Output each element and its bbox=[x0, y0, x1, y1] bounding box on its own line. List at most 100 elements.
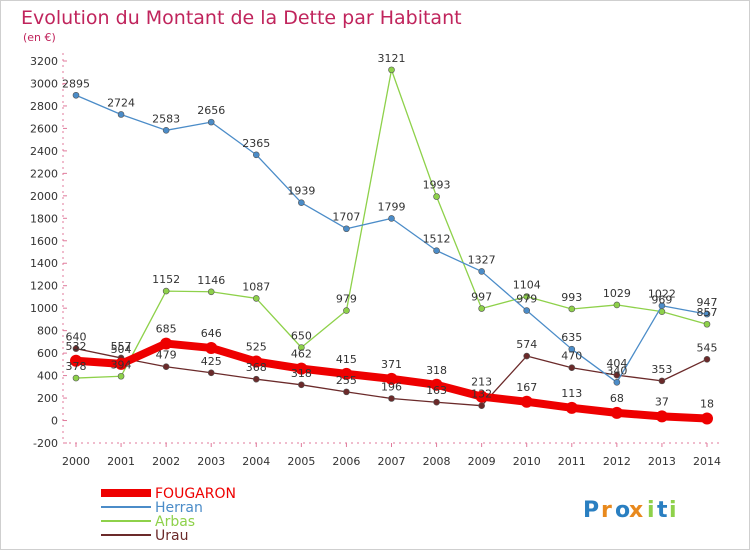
x-tick-label: 2011 bbox=[558, 455, 586, 468]
y-tick-label: 1000 bbox=[30, 302, 58, 315]
data-point-herran bbox=[117, 111, 125, 118]
x-tick-label: 2002 bbox=[152, 455, 180, 468]
y-tick-label: -200 bbox=[33, 437, 58, 450]
data-point-fougaron bbox=[430, 378, 443, 391]
data-point-herran bbox=[343, 225, 350, 233]
y-tick-label: 3000 bbox=[30, 77, 58, 90]
data-label-herran: 1022 bbox=[648, 288, 676, 301]
y-tick-label: 2200 bbox=[30, 167, 58, 180]
y-tick-label: 200 bbox=[37, 392, 58, 405]
data-point-urau bbox=[72, 345, 80, 352]
x-tick-label: 2003 bbox=[197, 455, 225, 468]
data-label-arbas: 1029 bbox=[603, 287, 631, 300]
x-tick-label: 2012 bbox=[603, 455, 631, 468]
data-label-arbas: 1146 bbox=[197, 274, 225, 287]
data-label-urau: 368 bbox=[246, 361, 267, 374]
data-point-fougaron bbox=[475, 390, 488, 403]
y-tick-label: 1600 bbox=[30, 235, 58, 248]
y-tick-label: 0 bbox=[51, 415, 58, 428]
data-label-fougaron: 318 bbox=[426, 364, 447, 377]
data-label-herran: 1939 bbox=[287, 185, 315, 198]
data-point-urau bbox=[298, 381, 305, 389]
data-point-herran bbox=[388, 215, 395, 222]
data-point-herran bbox=[613, 379, 621, 386]
data-label-herran: 635 bbox=[561, 331, 582, 344]
data-point-urau bbox=[613, 371, 621, 379]
data-label-urau: 425 bbox=[201, 355, 222, 368]
data-label-urau: 557 bbox=[111, 340, 132, 353]
data-point-herran bbox=[72, 91, 80, 99]
data-point-urau bbox=[252, 375, 260, 383]
data-point-urau bbox=[433, 398, 440, 406]
data-label-arbas: 650 bbox=[291, 330, 312, 343]
data-point-arbas bbox=[523, 293, 531, 300]
data-label-fougaron: 68 bbox=[610, 392, 624, 405]
x-tick-label: 2001 bbox=[107, 455, 135, 468]
x-tick-label: 2007 bbox=[378, 455, 406, 468]
data-label-urau: 163 bbox=[426, 384, 447, 397]
x-tick-label: 2008 bbox=[423, 455, 451, 468]
data-point-urau bbox=[523, 352, 531, 360]
data-point-urau bbox=[388, 395, 395, 402]
data-point-urau bbox=[162, 363, 170, 371]
data-label-urau: 255 bbox=[336, 374, 357, 387]
data-label-fougaron: 415 bbox=[336, 353, 357, 366]
data-point-fougaron bbox=[520, 395, 533, 408]
legend-label-arbas: Arbas bbox=[155, 514, 195, 530]
brand-letter: P bbox=[583, 498, 599, 523]
data-label-urau: 318 bbox=[291, 367, 312, 380]
data-label-urau: 640 bbox=[66, 331, 87, 344]
y-tick-label: 2800 bbox=[30, 100, 58, 113]
brand-letter: r bbox=[601, 498, 612, 523]
data-point-fougaron bbox=[340, 367, 353, 380]
x-tick-label: 2009 bbox=[468, 455, 496, 468]
data-label-herran: 2365 bbox=[242, 137, 270, 150]
data-point-herran bbox=[568, 345, 576, 353]
x-tick-label: 2013 bbox=[648, 455, 676, 468]
data-label-fougaron: 113 bbox=[561, 387, 582, 400]
data-label-urau: 353 bbox=[651, 363, 672, 376]
y-tick-label: 2000 bbox=[30, 190, 58, 203]
y-tick-label: 600 bbox=[37, 347, 58, 360]
y-tick-label: 1800 bbox=[30, 212, 58, 225]
data-point-herran bbox=[433, 247, 440, 254]
data-point-fougaron bbox=[701, 412, 713, 425]
data-point-arbas bbox=[568, 305, 576, 313]
data-point-urau bbox=[343, 388, 350, 396]
data-point-arbas bbox=[117, 372, 125, 380]
data-label-arbas: 969 bbox=[651, 294, 672, 307]
data-label-arbas: 857 bbox=[697, 306, 718, 319]
data-label-herran: 1799 bbox=[378, 200, 406, 213]
data-label-arbas: 1104 bbox=[513, 278, 541, 291]
x-tick-label: 2014 bbox=[693, 455, 721, 468]
data-label-herran: 1327 bbox=[468, 253, 496, 266]
data-label-herran: 2895 bbox=[62, 77, 90, 90]
data-point-herran bbox=[658, 302, 666, 310]
data-label-arbas: 1152 bbox=[152, 273, 180, 286]
data-point-herran bbox=[252, 151, 260, 159]
data-label-fougaron: 504 bbox=[111, 343, 132, 356]
data-point-urau bbox=[478, 402, 485, 409]
legend-label-urau: Urau bbox=[155, 528, 188, 544]
data-label-arbas: 993 bbox=[561, 291, 582, 304]
data-point-herran bbox=[478, 268, 485, 275]
data-label-herran: 1707 bbox=[332, 211, 360, 224]
data-label-urau: 574 bbox=[516, 338, 537, 351]
data-point-fougaron bbox=[250, 355, 263, 368]
data-point-arbas bbox=[433, 193, 440, 200]
chart-subtitle: (en €) bbox=[23, 31, 56, 44]
x-tick-label: 2000 bbox=[62, 455, 90, 468]
x-tick-label: 2006 bbox=[332, 455, 360, 468]
brand-letter: i bbox=[669, 498, 677, 523]
chart-title: Evolution du Montant de la Dette par Hab… bbox=[21, 7, 462, 29]
data-label-urau: 479 bbox=[156, 349, 177, 362]
y-tick-label: 1200 bbox=[30, 280, 58, 293]
data-point-fougaron bbox=[385, 372, 398, 385]
y-tick-label: 2600 bbox=[30, 122, 58, 135]
brand-letter: o bbox=[615, 498, 630, 523]
